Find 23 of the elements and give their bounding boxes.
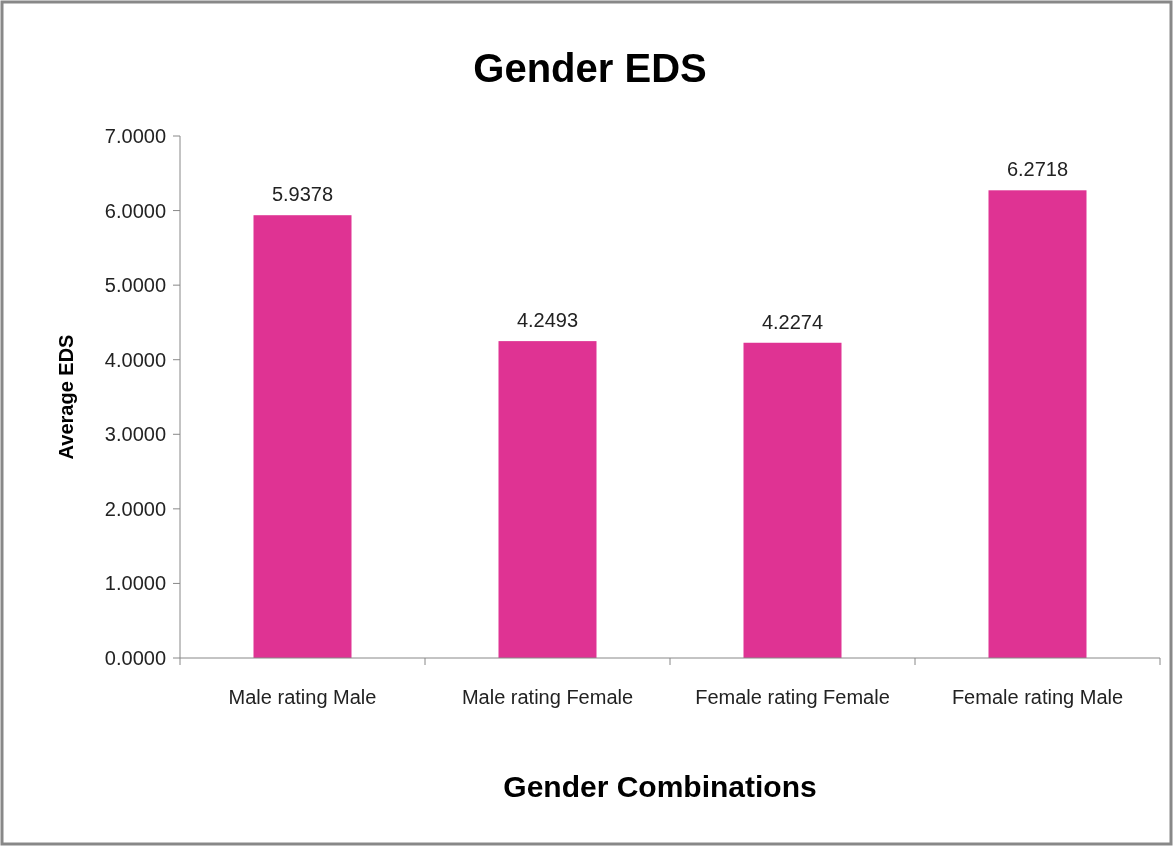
data-label: 4.2493 <box>516 309 579 332</box>
x-tick-label: Male rating Female <box>461 686 634 708</box>
x-tick-label: Female rating Male <box>951 686 1124 708</box>
data-label: 6.2718 <box>1006 158 1069 181</box>
x-tick-label: Female rating Female <box>695 686 890 708</box>
data-label: 5.9378 <box>271 183 334 206</box>
bar <box>988 190 1087 658</box>
y-tick-label: 6.0000 <box>104 199 166 222</box>
y-tick-label: 1.0000 <box>104 572 166 595</box>
bar <box>253 215 352 658</box>
y-tick-label: 4.0000 <box>104 348 166 371</box>
y-tick-label: 0.0000 <box>104 647 166 669</box>
y-tick-label: 7.0000 <box>104 125 166 147</box>
bar <box>498 341 597 658</box>
y-tick-label: 2.0000 <box>104 497 166 520</box>
data-label: 4.2274 <box>761 310 824 333</box>
y-tick-label: 3.0000 <box>104 423 166 446</box>
x-tick-label: Male rating Male <box>228 686 377 708</box>
y-axis-title: Average EDS <box>55 334 77 460</box>
bar <box>743 342 842 658</box>
chart-title: Gender EDS <box>473 46 707 90</box>
x-axis-title: Gender Combinations <box>503 770 817 803</box>
y-tick-label: 5.0000 <box>104 274 166 297</box>
